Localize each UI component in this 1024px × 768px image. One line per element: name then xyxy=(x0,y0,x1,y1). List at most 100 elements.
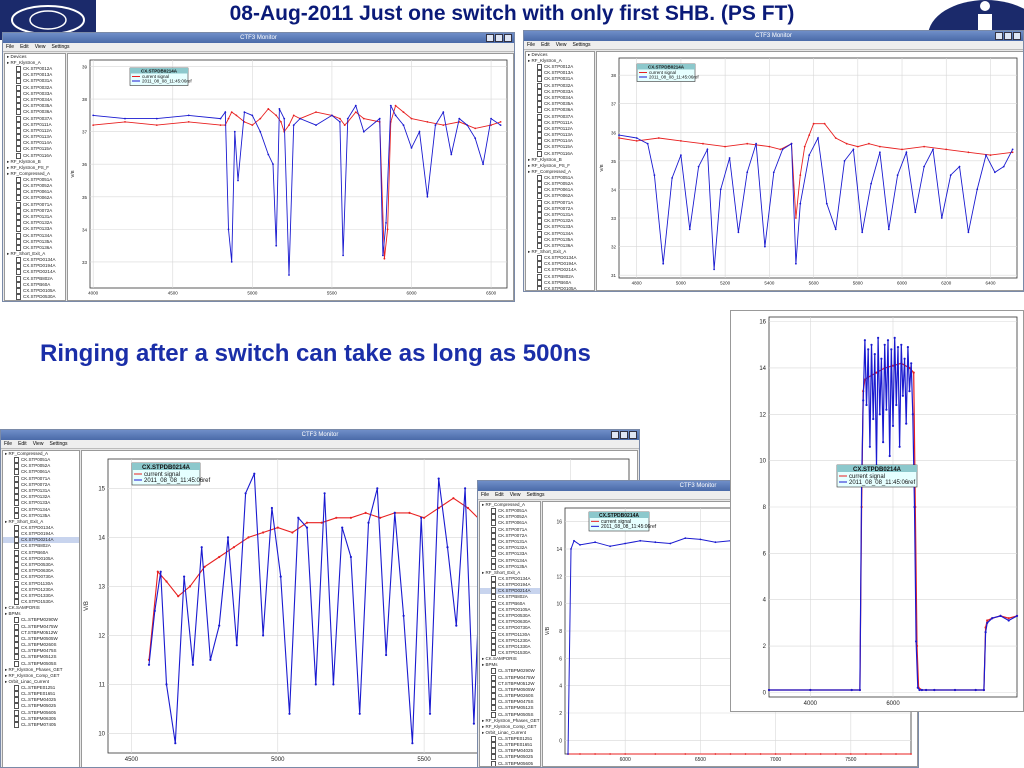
tree-item[interactable]: CX.STPD0630A xyxy=(480,619,540,625)
tree-item[interactable]: CL.STBPE01251 xyxy=(3,685,79,691)
tree-item[interactable]: CK.STP0061A xyxy=(480,520,540,526)
tree-item[interactable]: CK.STP0133A xyxy=(5,226,65,232)
tree-item[interactable]: CX.STPD0105A xyxy=(5,288,65,294)
tree-item[interactable]: CK.STP0132A xyxy=(5,220,65,226)
tree-item[interactable]: CL.STBPM05605 xyxy=(480,761,540,766)
tree-item[interactable]: CK.STP0131A xyxy=(480,539,540,545)
tree-item[interactable]: ▸ RF_Compressed_A xyxy=(7,170,51,176)
tree-item[interactable]: CK.STP0111A xyxy=(526,120,594,126)
tree-item[interactable]: ▸ Orbit_Linac_Current xyxy=(5,678,50,684)
tree-item[interactable]: CK.STP0135A xyxy=(480,564,540,570)
tree-item[interactable]: CK.STP0136A xyxy=(526,243,594,249)
tree-item[interactable]: CX.STPB802A xyxy=(526,274,594,280)
tree-item[interactable]: ▸ RF_Short_Exit_A xyxy=(5,518,44,524)
tree-item[interactable]: CX.STPD0730A xyxy=(480,625,540,631)
tree-item[interactable]: ▸ RF_Compressed_A xyxy=(482,502,526,507)
minimize-button[interactable] xyxy=(486,34,494,42)
tree-item[interactable]: CX.STPD0214A xyxy=(480,588,540,595)
tree-item[interactable]: CK.STP0131A xyxy=(5,214,65,220)
tree-item[interactable]: CK.STP0072A xyxy=(3,482,79,488)
tree-item[interactable]: CK.STP0116A xyxy=(526,151,594,157)
tree-item[interactable]: CK.STP0071A xyxy=(5,202,65,208)
tree-item[interactable]: CL.STBPM0260S xyxy=(480,693,540,699)
tree-item[interactable]: CK.STP0033A xyxy=(5,91,65,97)
close-button[interactable] xyxy=(629,431,637,439)
tree-item[interactable]: CK.STP0033A xyxy=(526,89,594,95)
tree-item[interactable]: ▸ BPMs xyxy=(482,662,498,668)
tree-item[interactable]: CK.STP0052A xyxy=(480,514,540,520)
tree-item[interactable]: CL.STBPM0475W xyxy=(480,675,540,681)
tree-item[interactable]: CX.STPD1530A xyxy=(3,599,79,605)
tree-item[interactable]: CX.STPD0134A xyxy=(480,576,540,582)
menu-view[interactable]: View xyxy=(34,44,46,50)
menu-view[interactable]: View xyxy=(32,441,44,447)
tree-item[interactable]: CK.STP0135A xyxy=(526,237,594,243)
tree-item[interactable]: CK.STP0071A xyxy=(480,527,540,533)
tree-item[interactable]: ▸ CK.SAMPORIS xyxy=(482,656,517,662)
tree-item[interactable]: CX.STPB802A xyxy=(3,543,79,549)
tree-item[interactable]: CX.STPD0105A xyxy=(480,607,540,613)
tree-item[interactable]: CX.STPD0105A xyxy=(3,556,79,562)
tree-item[interactable]: ▸ RF_Klystron_A xyxy=(528,58,562,63)
tree-item[interactable]: CX.STPB802A xyxy=(480,594,540,600)
tree-item[interactable]: CK.STP0036A xyxy=(5,109,65,115)
tree-item[interactable]: CK.STP0136A xyxy=(5,245,65,251)
tree-item[interactable]: CK.STP0052A xyxy=(3,463,79,469)
tree-item[interactable]: CL.STBPM05605 xyxy=(3,710,79,716)
menu-edit[interactable]: Edit xyxy=(18,441,27,447)
tree-item[interactable]: CK.STP0115A xyxy=(526,144,594,150)
menu-settings[interactable]: Settings xyxy=(526,492,545,498)
tree-item[interactable]: CL.STBPM0505S xyxy=(3,661,79,667)
menu-file[interactable]: File xyxy=(6,44,15,50)
tree-item[interactable]: CK.STP0132A xyxy=(526,218,594,224)
tree-item[interactable]: CX.STPD0530A xyxy=(3,562,79,568)
tree-item[interactable]: CK.STP0131A xyxy=(3,488,79,494)
tree-item[interactable]: ▸ RF_Klystron_B xyxy=(7,158,41,164)
tree-item[interactable]: CL.STBPE01651 xyxy=(480,742,540,748)
tree-item[interactable]: CX.STPD0530A xyxy=(480,613,540,619)
tree-item[interactable]: CK.STP0051A xyxy=(526,175,594,181)
device-tree[interactable]: ▸ Devices ▸ RF_Klystron_A CK.STP0012A CK.ST… xyxy=(525,51,595,291)
tree-item[interactable]: CK.STP0071A xyxy=(526,200,594,206)
tree-item[interactable]: CX.STPD1130A xyxy=(3,581,79,587)
tree-item[interactable]: CL.STBPM0505W xyxy=(3,636,79,642)
tree-item[interactable]: CX.STPD0134A xyxy=(3,525,79,531)
close-button[interactable] xyxy=(504,34,512,42)
tree-item[interactable]: CK.STP0061A xyxy=(526,187,594,193)
device-tree[interactable]: ▸ Devices ▸ RF_Klystron_A CK.STP0012A CK.ST… xyxy=(4,53,66,301)
tree-item[interactable]: CT.STBPM0512W xyxy=(480,681,540,687)
tree-item[interactable]: CK.STP0052A xyxy=(526,181,594,187)
tree-item[interactable]: CK.STP0111A xyxy=(5,122,65,128)
tree-item[interactable]: CK.STP0113A xyxy=(526,132,594,138)
tree-item[interactable]: ▸ Orbit_Linac_Current xyxy=(482,729,527,735)
tree-item[interactable]: CL.STBPM04025 xyxy=(3,697,79,703)
close-button[interactable] xyxy=(1013,32,1021,40)
tree-item[interactable]: CK.STP0135A xyxy=(5,239,65,245)
minimize-button[interactable] xyxy=(995,32,1003,40)
tree-item[interactable]: ▸ RF_Compressed_A xyxy=(528,168,572,174)
tree-item[interactable]: CK.STP0134A xyxy=(480,558,540,564)
device-tree[interactable]: ▸ RF_Compressed_A CK.STP0051A CK.STP0052A C… xyxy=(479,501,541,767)
tree-item[interactable]: CK.STP0061A xyxy=(5,189,65,195)
tree-item[interactable]: CX.STPD0214A xyxy=(526,267,594,273)
tree-item[interactable]: CK.STP0131A xyxy=(526,212,594,218)
tree-item[interactable]: CL.STBPM07405 xyxy=(3,722,79,728)
menu-view[interactable]: View xyxy=(509,492,521,498)
tree-item[interactable]: ▸ RF_Short_Exit_A xyxy=(482,569,521,575)
tree-item[interactable]: CT.STBPM0512W xyxy=(3,630,79,636)
menu-edit[interactable]: Edit xyxy=(495,492,504,498)
tree-item[interactable]: CK.STP0112A xyxy=(5,128,65,134)
tree-item[interactable]: CX.STPB60A xyxy=(5,282,65,288)
tree-item[interactable]: CK.STP0135A xyxy=(3,513,79,519)
window-titlebar[interactable]: CTF3 Monitor xyxy=(1,430,639,440)
tree-item[interactable]: ▸ RF_Klystron_Phases_GET xyxy=(482,717,540,723)
menu-view[interactable]: View xyxy=(555,42,567,48)
menu-settings[interactable]: Settings xyxy=(49,441,68,447)
tree-item[interactable]: CL.STBPM0290W xyxy=(3,617,79,623)
tree-item[interactable]: CK.STP0072A xyxy=(5,208,65,214)
tree-item[interactable]: CK.STP0072A xyxy=(526,206,594,212)
tree-item[interactable]: CX.STPD1530A xyxy=(480,650,540,656)
tree-item[interactable]: CX.STPD0214A xyxy=(5,269,65,275)
tree-item[interactable]: ▸ RF_Klystron_Comp_GET xyxy=(482,723,537,729)
tree-item[interactable]: CK.STP0112A xyxy=(526,126,594,132)
